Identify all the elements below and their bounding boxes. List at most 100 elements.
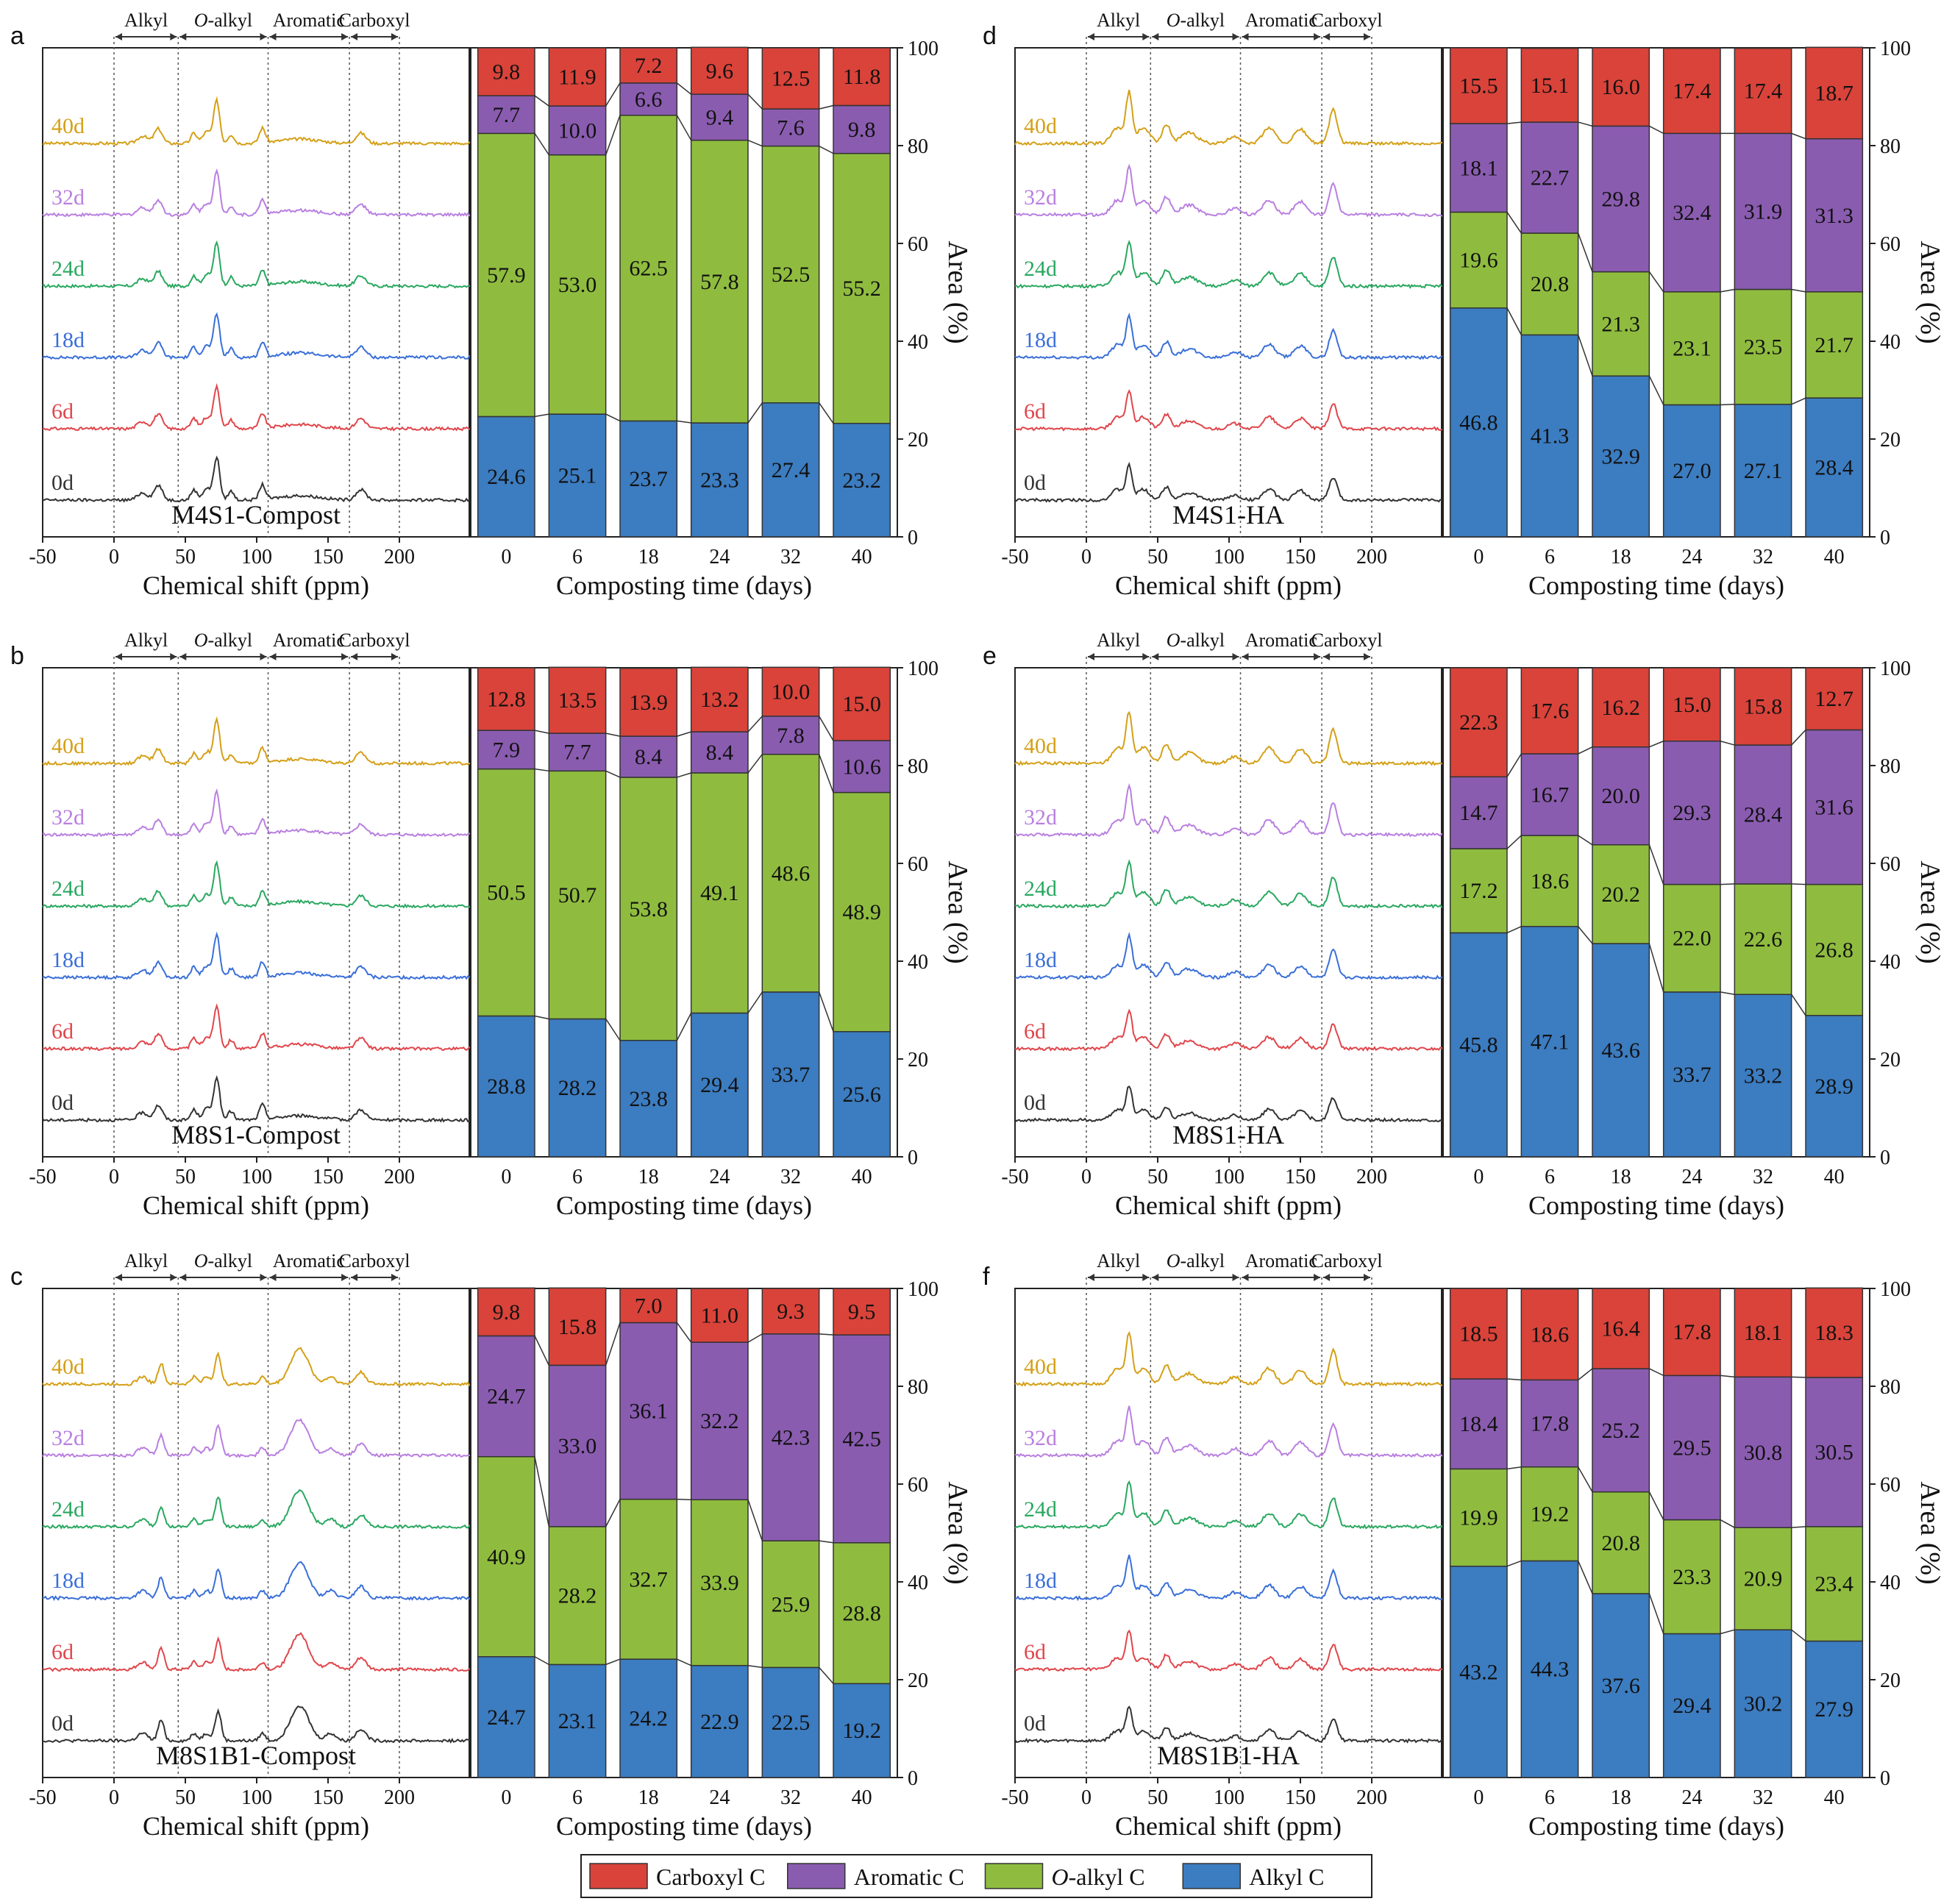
bar-value-label: 18.7 [1815,82,1853,106]
stack-connector [676,115,692,141]
bar-segment [1662,1288,1721,1377]
region-arrowhead [170,33,177,40]
region-arrowhead [1152,33,1159,40]
region-label: Aromatic [1245,1250,1317,1272]
day-label: 0d [1024,471,1046,495]
bar-value-label: 19.2 [1531,1502,1570,1527]
panel-letter: e [983,642,997,670]
spectrum-trace [1014,312,1444,360]
y-tick-label: 100 [908,657,939,680]
bar-segment [477,1655,535,1778]
region-arrowhead [269,653,277,660]
stack-connector [1649,1368,1664,1377]
bar-value-label: 27.1 [1744,459,1783,483]
stack-connector [1506,212,1522,234]
bar-segment [1449,932,1508,1158]
stack-connector [605,115,621,155]
region-label: Carboxyl [1311,630,1383,651]
x-tick-label: 100 [1214,1786,1244,1809]
bar-value-label: 22.6 [1744,927,1783,952]
bar-value-label: 28.4 [1815,456,1853,480]
bar-segment [477,47,535,96]
region-arrowhead [351,653,358,660]
legend-label: O-alkyl C [1052,1864,1145,1890]
spectrum-trace [1014,710,1444,766]
x-tick-label: -50 [29,1786,56,1809]
stack-connector [819,716,834,741]
stack-connector [818,754,834,793]
y-tick-label: 80 [1880,1376,1901,1399]
bar-value-label: 48.9 [842,900,881,924]
stack-connector [605,1499,621,1527]
bar-value-label: 31.3 [1815,204,1853,228]
stack-connector [605,82,621,107]
bar-value-label: 53.8 [629,897,668,921]
panel-letter: f [983,1263,990,1291]
region-arrowhead [170,1274,177,1281]
bar-value-label: 48.6 [772,861,811,885]
bar-x-tick-label: 0 [1473,1786,1484,1809]
stack-connector [605,1322,621,1366]
bar-segment [619,1322,678,1500]
bar-segment [1449,667,1508,778]
stack-connector [1648,943,1664,993]
bar-segment [1662,47,1721,135]
bar-value-label: 23.1 [558,1709,597,1733]
bar-value-label: 18.4 [1459,1412,1498,1436]
bar-segment [477,1335,535,1458]
stack-connector [1720,1629,1735,1635]
spectrum-trace [42,1418,471,1458]
bar-x-axis-label: Composting time (days) [556,571,812,600]
bar-value-label: 19.9 [1459,1506,1498,1530]
spectrum-frame [42,47,470,538]
stack-connector [1648,1491,1664,1520]
bar-value-label: 11.9 [558,65,596,90]
stack-connector [1578,926,1593,944]
bar-value-label: 17.4 [1673,79,1712,104]
bar-value-label: 7.2 [635,54,663,78]
y-tick-label: 0 [1880,1147,1890,1169]
stack-connector [677,1658,691,1666]
spectrum-trace [42,455,471,503]
bar-segment [548,154,607,415]
bar-value-label: 17.4 [1744,79,1783,104]
bar-value-label: 42.5 [842,1427,881,1451]
y-tick-label: 20 [908,1049,928,1072]
bar-segment [833,1031,891,1158]
day-label: 18d [51,1569,85,1593]
bar-value-label: 22.3 [1459,710,1498,735]
spectrum-trace [42,1003,471,1052]
spectrum-trace [42,168,471,218]
legend-swatch [787,1863,846,1889]
y-tick-label: 100 [908,1278,939,1301]
bar-segment [477,132,535,418]
stack-connector [1648,1593,1664,1634]
stack-connector [1720,991,1735,995]
bar-value-label: 25.9 [772,1592,811,1616]
stack-connector [747,93,763,110]
stack-connector [1720,288,1735,293]
bar-x-tick-label: 24 [1681,546,1702,568]
x-tick-label: 100 [241,1166,272,1188]
bar-value-label: 32.9 [1601,445,1640,469]
spectrum-x-axis-label: Chemical shift (ppm) [143,571,369,600]
bar-value-label: 33.7 [1673,1063,1712,1087]
x-tick-label: 50 [175,1786,196,1809]
spectrum-trace [42,1074,471,1123]
spectrum-x-axis-label: Chemical shift (ppm) [1115,571,1342,600]
x-tick-label: 150 [313,1166,343,1188]
bar-value-label: 17.8 [1531,1412,1570,1436]
stack-connector [1506,1466,1522,1470]
y-tick-label: 60 [1880,233,1901,256]
bar-value-label: 50.7 [558,883,597,908]
day-label: 40d [51,1355,85,1379]
bar-x-axis-label: Composting time (days) [556,1811,812,1841]
legend-label: Alkyl C [1249,1864,1324,1890]
day-label: 18d [51,948,85,972]
bar-segment [1449,307,1508,538]
bar-value-label: 29.3 [1673,801,1712,825]
bar-segment [619,1658,678,1778]
y-tick-label: 40 [908,331,928,354]
